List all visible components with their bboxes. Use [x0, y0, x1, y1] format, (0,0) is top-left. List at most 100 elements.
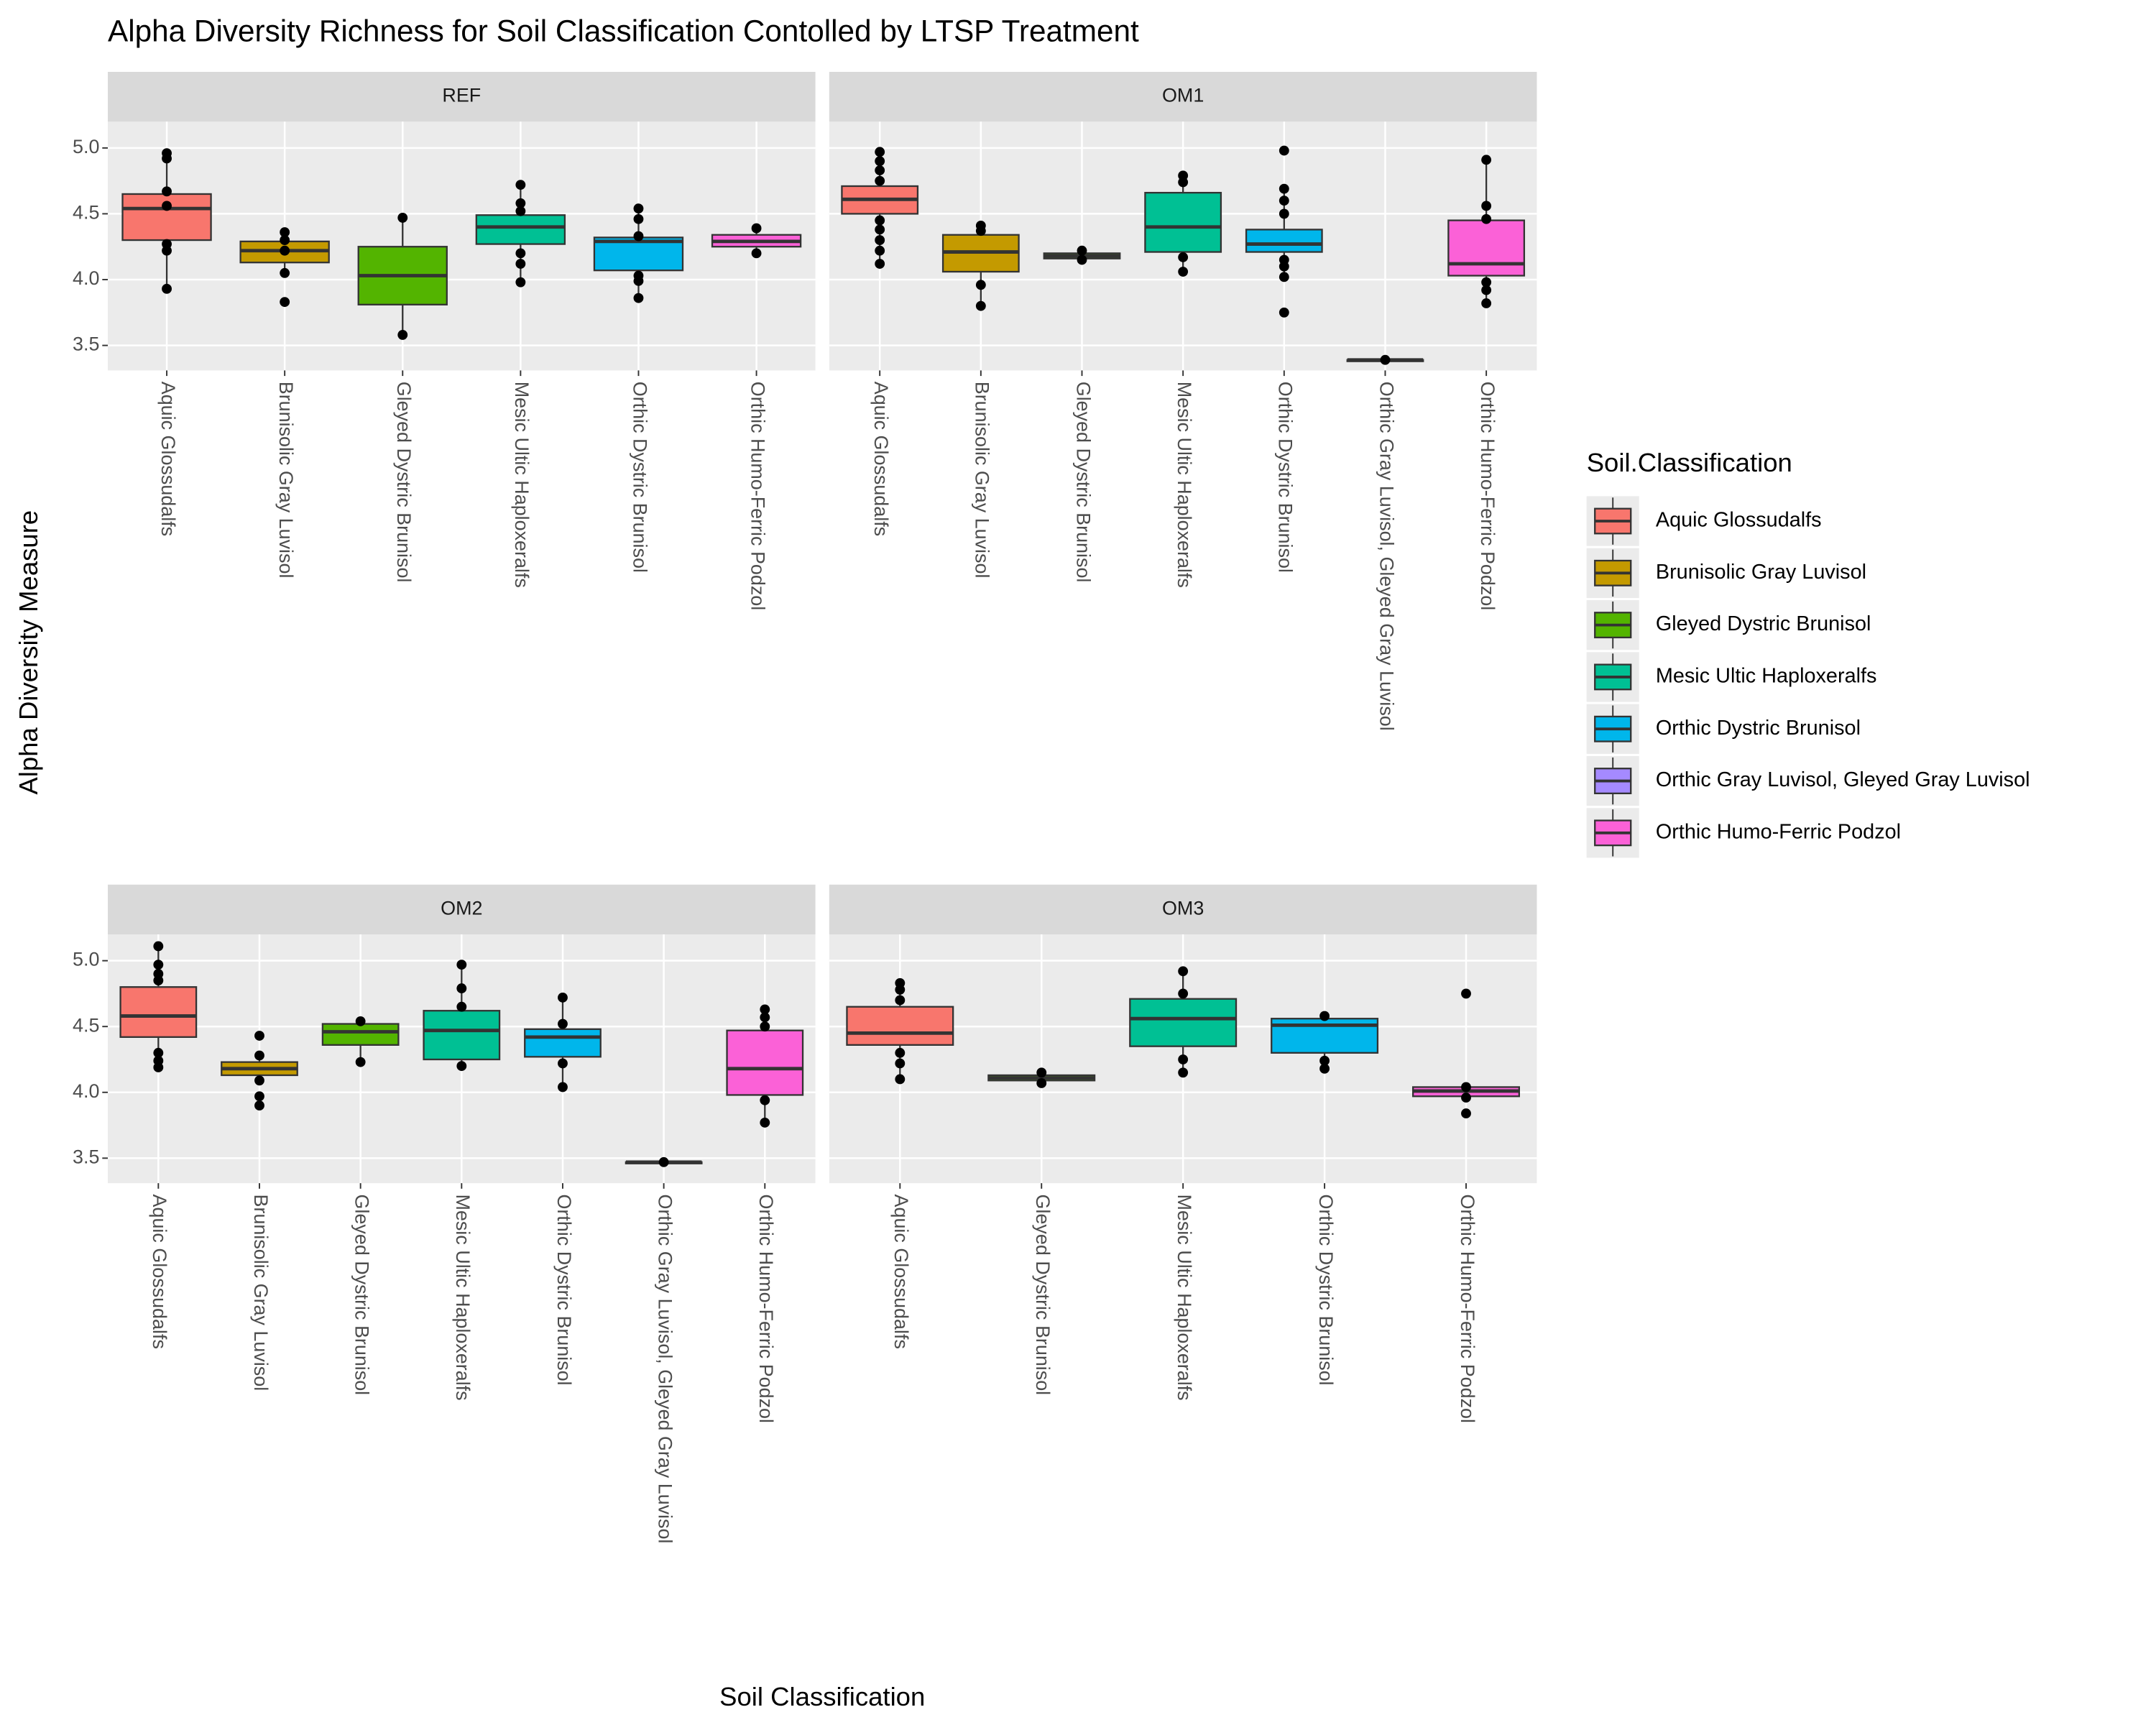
strip-background — [108, 72, 816, 122]
point — [558, 1082, 568, 1092]
x-tick-label: Orthic Humo-Ferric Podzol — [1477, 382, 1498, 610]
point — [975, 300, 986, 311]
point — [1077, 254, 1087, 265]
point — [280, 245, 290, 256]
panel-background — [108, 121, 816, 371]
point — [751, 223, 762, 234]
point — [254, 1031, 264, 1041]
point — [558, 1018, 568, 1029]
strip-label: OM1 — [1162, 85, 1204, 106]
point — [633, 231, 644, 242]
strip-label: REF — [442, 85, 481, 106]
x-tick-label: Gleyed Dystric Brunisol — [1032, 1195, 1054, 1396]
point — [875, 156, 885, 167]
point — [760, 1004, 770, 1015]
point — [355, 1057, 366, 1067]
point — [153, 1047, 164, 1058]
legend-label: Aquic Glossudalfs — [1656, 509, 1822, 532]
x-tick-label: Aquic Glossudalfs — [890, 1195, 912, 1349]
y-tick-label: 3.5 — [73, 1146, 99, 1167]
y-axis-title: Alpha Diversity Measure — [14, 510, 43, 795]
y-tick-label: 5.0 — [73, 949, 99, 970]
x-tick-label: Gleyed Dystric Brunisol — [351, 1195, 373, 1396]
point — [1461, 1108, 1471, 1119]
point — [1481, 201, 1492, 211]
point — [280, 267, 290, 278]
point — [397, 213, 408, 223]
box — [1245, 229, 1323, 253]
x-tick-label: Mesic Ultic Haploxeralfs — [511, 382, 533, 588]
point — [1178, 177, 1189, 188]
x-tick-label: Orthic Dystric Brunisol — [629, 382, 650, 573]
point — [760, 1021, 770, 1032]
point — [1178, 252, 1189, 262]
x-tick-label: Gleyed Dystric Brunisol — [1072, 382, 1094, 583]
point — [1380, 354, 1391, 365]
point — [162, 245, 172, 256]
x-tick-label: Orthic Dystric Brunisol — [1315, 1195, 1337, 1386]
point — [1178, 267, 1189, 277]
point — [515, 180, 526, 190]
x-tick-label: Aquic Glossudalfs — [157, 382, 179, 536]
point — [456, 1001, 467, 1012]
x-tick-label: Brunisolic Gray Luvisol — [250, 1195, 272, 1392]
point — [875, 224, 885, 235]
x-tick-label: Orthic Humo-Ferric Podzol — [755, 1195, 777, 1423]
y-tick-label: 4.5 — [73, 1014, 99, 1036]
box — [524, 1028, 602, 1058]
point — [1461, 1082, 1471, 1092]
strip-background — [829, 72, 1537, 122]
point — [254, 1100, 264, 1111]
x-tick-label: Orthic Humo-Ferric Podzol — [747, 382, 768, 610]
point — [1036, 1078, 1047, 1088]
box — [1447, 219, 1526, 277]
point — [895, 985, 906, 995]
point — [254, 1091, 264, 1102]
point — [1481, 213, 1492, 224]
x-tick-label: Aquic Glossudalfs — [149, 1195, 170, 1349]
point — [895, 1058, 906, 1069]
x-tick-label: Orthic Gray Luvisol, Gleyed Gray Luvisol — [1376, 382, 1397, 731]
point — [558, 992, 568, 1003]
point — [254, 1050, 264, 1061]
x-tick-label: Orthic Gray Luvisol, Gleyed Gray Luvisol — [655, 1195, 676, 1544]
point — [515, 206, 526, 216]
point — [456, 960, 467, 970]
point — [1481, 155, 1492, 165]
point — [1279, 272, 1289, 282]
point — [1178, 1054, 1189, 1064]
point — [1178, 988, 1189, 999]
point — [895, 1074, 906, 1085]
point — [280, 227, 290, 237]
point — [162, 283, 172, 294]
point — [875, 215, 885, 226]
x-tick-label: Mesic Ultic Haploxeralfs — [452, 1195, 474, 1401]
box — [475, 214, 566, 245]
box — [119, 986, 198, 1039]
point — [153, 960, 164, 970]
point — [1279, 145, 1289, 156]
y-tick-label: 4.0 — [73, 1080, 99, 1102]
point — [633, 275, 644, 286]
y-tick-label: 5.0 — [73, 136, 99, 157]
box — [423, 1010, 501, 1061]
point — [658, 1156, 669, 1167]
point — [1279, 307, 1289, 318]
legend-label: Gleyed Dystric Brunisol — [1656, 612, 1871, 635]
point — [254, 1075, 264, 1086]
point — [875, 165, 885, 175]
x-tick-label: Mesic Ultic Haploxeralfs — [1174, 1195, 1195, 1401]
point — [1077, 245, 1087, 256]
box — [1129, 998, 1238, 1047]
point — [1461, 988, 1471, 999]
point — [895, 995, 906, 1006]
strip-label: OM2 — [441, 897, 482, 919]
point — [1319, 1055, 1330, 1066]
point — [153, 1062, 164, 1072]
point — [760, 1012, 770, 1023]
point — [875, 147, 885, 157]
x-tick-label: Brunisolic Gray Luvisol — [972, 382, 993, 579]
point — [162, 153, 172, 164]
point — [1036, 1067, 1047, 1078]
